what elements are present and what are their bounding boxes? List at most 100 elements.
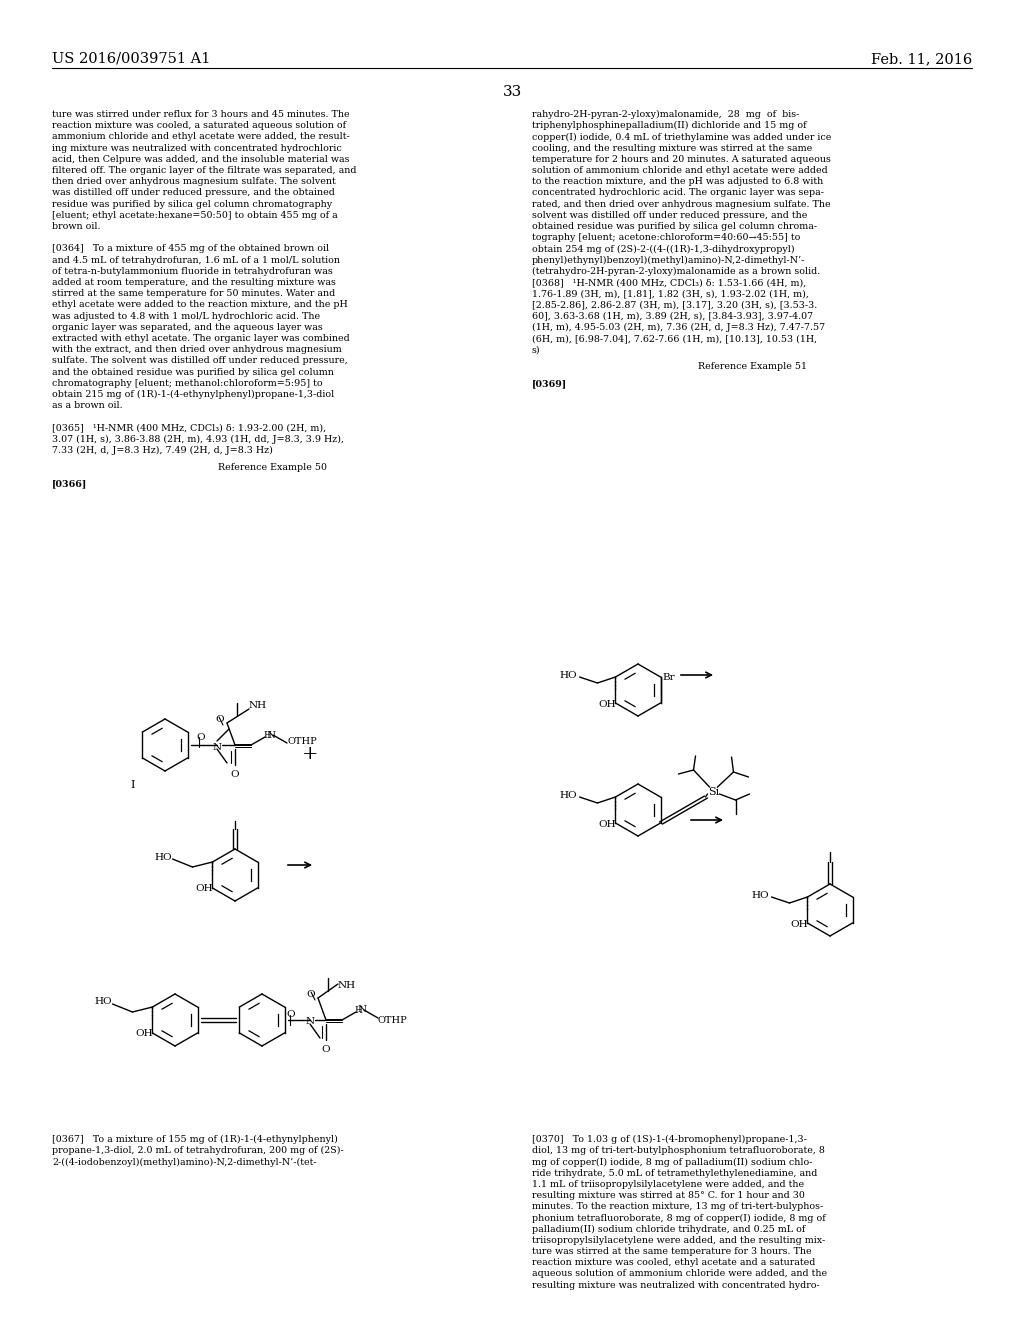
Text: triisopropylsilylacetylene were added, and the resulting mix-: triisopropylsilylacetylene were added, a…: [532, 1236, 825, 1245]
Text: HO: HO: [752, 891, 769, 899]
Text: ammonium chloride and ethyl acetate were added, the result-: ammonium chloride and ethyl acetate were…: [52, 132, 350, 141]
Text: Reference Example 51: Reference Example 51: [697, 362, 807, 371]
Text: OTHP: OTHP: [378, 1016, 408, 1026]
Text: [0365]   ¹H-NMR (400 MHz, CDCl₃) δ: 1.93-2.00 (2H, m),: [0365] ¹H-NMR (400 MHz, CDCl₃) δ: 1.93-2…: [52, 424, 326, 433]
Text: resulting mixture was neutralized with concentrated hydro-: resulting mixture was neutralized with c…: [532, 1280, 820, 1290]
Text: obtain 215 mg of (1R)-1-(4-ethynylphenyl)propane-1,3-diol: obtain 215 mg of (1R)-1-(4-ethynylphenyl…: [52, 389, 334, 399]
Text: [0368]   ¹H-NMR (400 MHz, CDCl₃) δ: 1.53-1.66 (4H, m),: [0368] ¹H-NMR (400 MHz, CDCl₃) δ: 1.53-1…: [532, 279, 806, 286]
Text: ture was stirred at the same temperature for 3 hours. The: ture was stirred at the same temperature…: [532, 1247, 812, 1257]
Text: stirred at the same temperature for 50 minutes. Water and: stirred at the same temperature for 50 m…: [52, 289, 335, 298]
Text: reaction mixture was cooled, ethyl acetate and a saturated: reaction mixture was cooled, ethyl aceta…: [532, 1258, 815, 1267]
Text: aqueous solution of ammonium chloride were added, and the: aqueous solution of ammonium chloride we…: [532, 1270, 827, 1278]
Text: [0369]: [0369]: [532, 379, 567, 388]
Text: (tetrahydro-2H-pyran-2-yloxy)malonamide as a brown solid.: (tetrahydro-2H-pyran-2-yloxy)malonamide …: [532, 267, 820, 276]
Text: added at room temperature, and the resulting mixture was: added at room temperature, and the resul…: [52, 279, 336, 286]
Text: OH: OH: [791, 920, 808, 929]
Text: H: H: [354, 1006, 361, 1015]
Text: H: H: [263, 731, 271, 741]
Text: O: O: [286, 1010, 295, 1019]
Text: organic layer was separated, and the aqueous layer was: organic layer was separated, and the aqu…: [52, 323, 323, 331]
Text: HO: HO: [559, 671, 578, 680]
Text: ture was stirred under reflux for 3 hours and 45 minutes. The: ture was stirred under reflux for 3 hour…: [52, 110, 349, 119]
Text: reaction mixture was cooled, a saturated aqueous solution of: reaction mixture was cooled, a saturated…: [52, 121, 346, 131]
Text: propane-1,3-diol, 2.0 mL of tetrahydrofuran, 200 mg of (2S)-: propane-1,3-diol, 2.0 mL of tetrahydrofu…: [52, 1146, 344, 1155]
Text: copper(I) iodide, 0.4 mL of triethylamine was added under ice: copper(I) iodide, 0.4 mL of triethylamin…: [532, 132, 831, 141]
Text: OH: OH: [599, 820, 616, 829]
Text: mg of copper(I) iodide, 8 mg of palladium(II) sodium chlo-: mg of copper(I) iodide, 8 mg of palladiu…: [532, 1158, 812, 1167]
Text: O: O: [306, 990, 314, 999]
Text: brown oil.: brown oil.: [52, 222, 100, 231]
Text: HO: HO: [559, 791, 578, 800]
Text: and the obtained residue was purified by silica gel column: and the obtained residue was purified by…: [52, 367, 334, 376]
Text: phonium tetrafluoroborate, 8 mg of copper(I) iodide, 8 mg of: phonium tetrafluoroborate, 8 mg of coppe…: [532, 1213, 825, 1222]
Text: [2.85-2.86], 2.86-2.87 (3H, m), [3.17], 3.20 (3H, s), [3.53-3.: [2.85-2.86], 2.86-2.87 (3H, m), [3.17], …: [532, 301, 817, 309]
Text: [0370]   To 1.03 g of (1S)-1-(4-bromophenyl)propane-1,3-: [0370] To 1.03 g of (1S)-1-(4-bromopheny…: [532, 1135, 807, 1144]
Text: OH: OH: [196, 884, 213, 894]
Text: phenyl)ethynyl)benzoyl)(methyl)amino)-N,2-dimethyl-N’-: phenyl)ethynyl)benzoyl)(methyl)amino)-N,…: [532, 256, 805, 265]
Text: +: +: [302, 744, 318, 763]
Text: Feb. 11, 2016: Feb. 11, 2016: [870, 51, 972, 66]
Text: of tetra-n-butylammonium fluoride in tetrahydrofuran was: of tetra-n-butylammonium fluoride in tet…: [52, 267, 333, 276]
Text: ride trihydrate, 5.0 mL of tetramethylethylenediamine, and: ride trihydrate, 5.0 mL of tetramethylet…: [532, 1168, 817, 1177]
Text: with the extract, and then dried over anhydrous magnesium: with the extract, and then dried over an…: [52, 346, 342, 354]
Text: I: I: [130, 780, 134, 789]
Text: solution of ammonium chloride and ethyl acetate were added: solution of ammonium chloride and ethyl …: [532, 166, 827, 176]
Text: diol, 13 mg of tri-tert-butylphosphonium tetrafluoroborate, 8: diol, 13 mg of tri-tert-butylphosphonium…: [532, 1146, 825, 1155]
Text: ing mixture was neutralized with concentrated hydrochloric: ing mixture was neutralized with concent…: [52, 144, 342, 153]
Text: O: O: [196, 733, 205, 742]
Text: cooling, and the resulting mixture was stirred at the same: cooling, and the resulting mixture was s…: [532, 144, 812, 153]
Text: resulting mixture was stirred at 85° C. for 1 hour and 30: resulting mixture was stirred at 85° C. …: [532, 1191, 805, 1200]
Text: (1H, m), 4.95-5.03 (2H, m), 7.36 (2H, d, J=8.3 Hz), 7.47-7.57: (1H, m), 4.95-5.03 (2H, m), 7.36 (2H, d,…: [532, 323, 825, 331]
Text: rated, and then dried over anhydrous magnesium sulfate. The: rated, and then dried over anhydrous mag…: [532, 199, 830, 209]
Text: sulfate. The solvent was distilled off under reduced pressure,: sulfate. The solvent was distilled off u…: [52, 356, 348, 366]
Text: 1.76-1.89 (3H, m), [1.81], 1.82 (3H, s), 1.93-2.02 (1H, m),: 1.76-1.89 (3H, m), [1.81], 1.82 (3H, s),…: [532, 289, 809, 298]
Text: [0367]   To a mixture of 155 mg of (1R)-1-(4-ethynylphenyl): [0367] To a mixture of 155 mg of (1R)-1-…: [52, 1135, 338, 1144]
Text: 3.07 (1H, s), 3.86-3.88 (2H, m), 4.93 (1H, dd, J=8.3, 3.9 Hz),: 3.07 (1H, s), 3.86-3.88 (2H, m), 4.93 (1…: [52, 434, 344, 444]
Text: and 4.5 mL of tetrahydrofuran, 1.6 mL of a 1 mol/L solution: and 4.5 mL of tetrahydrofuran, 1.6 mL of…: [52, 256, 340, 264]
Text: tography [eluent; acetone:chloroform=40:60→45:55] to: tography [eluent; acetone:chloroform=40:…: [532, 234, 801, 242]
Text: N: N: [267, 730, 276, 739]
Text: OH: OH: [599, 700, 616, 709]
Text: N: N: [358, 1006, 368, 1015]
Text: rahydro-2H-pyran-2-yloxy)malonamide,  28  mg  of  bis-: rahydro-2H-pyran-2-yloxy)malonamide, 28 …: [532, 110, 800, 119]
Text: s): s): [532, 346, 541, 354]
Text: to the reaction mixture, and the pH was adjusted to 6.8 with: to the reaction mixture, and the pH was …: [532, 177, 823, 186]
Text: was distilled off under reduced pressure, and the obtained: was distilled off under reduced pressure…: [52, 189, 335, 198]
Text: NH: NH: [249, 701, 267, 710]
Text: 7.33 (2H, d, J=8.3 Hz), 7.49 (2H, d, J=8.3 Hz): 7.33 (2H, d, J=8.3 Hz), 7.49 (2H, d, J=8…: [52, 446, 272, 455]
Text: palladium(II) sodium chloride trihydrate, and 0.25 mL of: palladium(II) sodium chloride trihydrate…: [532, 1225, 805, 1234]
Text: solvent was distilled off under reduced pressure, and the: solvent was distilled off under reduced …: [532, 211, 807, 220]
Text: OTHP: OTHP: [287, 737, 316, 746]
Text: 60], 3.63-3.68 (1H, m), 3.89 (2H, s), [3.84-3.93], 3.97-4.07: 60], 3.63-3.68 (1H, m), 3.89 (2H, s), [3…: [532, 312, 813, 321]
Text: HO: HO: [94, 998, 112, 1006]
Text: residue was purified by silica gel column chromatography: residue was purified by silica gel colum…: [52, 199, 332, 209]
Text: filtered off. The organic layer of the filtrate was separated, and: filtered off. The organic layer of the f…: [52, 166, 356, 176]
Text: extracted with ethyl acetate. The organic layer was combined: extracted with ethyl acetate. The organi…: [52, 334, 350, 343]
Text: acid, then Celpure was added, and the insoluble material was: acid, then Celpure was added, and the in…: [52, 154, 349, 164]
Text: US 2016/0039751 A1: US 2016/0039751 A1: [52, 51, 210, 66]
Text: obtained residue was purified by silica gel column chroma-: obtained residue was purified by silica …: [532, 222, 817, 231]
Text: O: O: [230, 770, 239, 779]
Text: [0366]: [0366]: [52, 479, 87, 488]
Text: N: N: [305, 1018, 314, 1027]
Text: 2-((4-iodobenzoyl)(methyl)amino)-N,2-dimethyl-N’-(tet-: 2-((4-iodobenzoyl)(methyl)amino)-N,2-dim…: [52, 1158, 316, 1167]
Text: minutes. To the reaction mixture, 13 mg of tri-tert-bulyphos-: minutes. To the reaction mixture, 13 mg …: [532, 1203, 823, 1212]
Text: Br: Br: [663, 673, 675, 682]
Text: [eluent; ethyl acetate:hexane=50:50] to obtain 455 mg of a: [eluent; ethyl acetate:hexane=50:50] to …: [52, 211, 338, 220]
Text: NH: NH: [338, 981, 356, 990]
Text: [0364]   To a mixture of 455 mg of the obtained brown oil: [0364] To a mixture of 455 mg of the obt…: [52, 244, 329, 253]
Text: Si: Si: [708, 787, 719, 797]
Text: obtain 254 mg of (2S)-2-((4-((1R)-1,3-dihydroxypropyl): obtain 254 mg of (2S)-2-((4-((1R)-1,3-di…: [532, 244, 795, 253]
Text: then dried over anhydrous magnesium sulfate. The solvent: then dried over anhydrous magnesium sulf…: [52, 177, 336, 186]
Text: temperature for 2 hours and 20 minutes. A saturated aqueous: temperature for 2 hours and 20 minutes. …: [532, 154, 830, 164]
Text: Reference Example 50: Reference Example 50: [217, 463, 327, 471]
Text: was adjusted to 4.8 with 1 mol/L hydrochloric acid. The: was adjusted to 4.8 with 1 mol/L hydroch…: [52, 312, 321, 321]
Text: N: N: [212, 743, 221, 752]
Text: concentrated hydrochloric acid. The organic layer was sepa-: concentrated hydrochloric acid. The orga…: [532, 189, 824, 198]
Text: O: O: [215, 715, 223, 723]
Text: chromatography [eluent; methanol:chloroform=5:95] to: chromatography [eluent; methanol:chlorof…: [52, 379, 323, 388]
Text: triphenylphosphinepalladium(II) dichloride and 15 mg of: triphenylphosphinepalladium(II) dichlori…: [532, 121, 807, 131]
Text: HO: HO: [155, 853, 172, 862]
Text: OH: OH: [135, 1030, 154, 1038]
Text: (6H, m), [6.98-7.04], 7.62-7.66 (1H, m), [10.13], 10.53 (1H,: (6H, m), [6.98-7.04], 7.62-7.66 (1H, m),…: [532, 334, 817, 343]
